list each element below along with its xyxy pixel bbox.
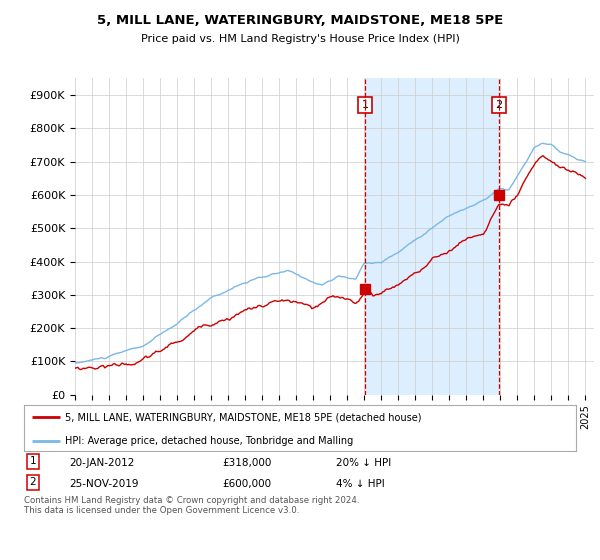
- Text: 2: 2: [29, 477, 37, 487]
- Text: Contains HM Land Registry data © Crown copyright and database right 2024.
This d: Contains HM Land Registry data © Crown c…: [24, 496, 359, 515]
- Text: 20% ↓ HPI: 20% ↓ HPI: [336, 458, 391, 468]
- Text: Price paid vs. HM Land Registry's House Price Index (HPI): Price paid vs. HM Land Registry's House …: [140, 34, 460, 44]
- Text: 1: 1: [362, 100, 368, 110]
- Text: 20-JAN-2012: 20-JAN-2012: [69, 458, 134, 468]
- Text: £318,000: £318,000: [222, 458, 271, 468]
- Bar: [365, 78, 499, 395]
- Text: 5, MILL LANE, WATERINGBURY, MAIDSTONE, ME18 5PE: 5, MILL LANE, WATERINGBURY, MAIDSTONE, M…: [97, 14, 503, 27]
- Text: 5, MILL LANE, WATERINGBURY, MAIDSTONE, ME18 5PE (detached house): 5, MILL LANE, WATERINGBURY, MAIDSTONE, M…: [65, 412, 422, 422]
- Text: HPI: Average price, detached house, Tonbridge and Malling: HPI: Average price, detached house, Tonb…: [65, 436, 353, 446]
- Text: 1: 1: [29, 456, 37, 466]
- Text: £600,000: £600,000: [222, 479, 271, 489]
- Text: 2: 2: [495, 100, 502, 110]
- Text: 4% ↓ HPI: 4% ↓ HPI: [336, 479, 385, 489]
- Text: 25-NOV-2019: 25-NOV-2019: [69, 479, 139, 489]
